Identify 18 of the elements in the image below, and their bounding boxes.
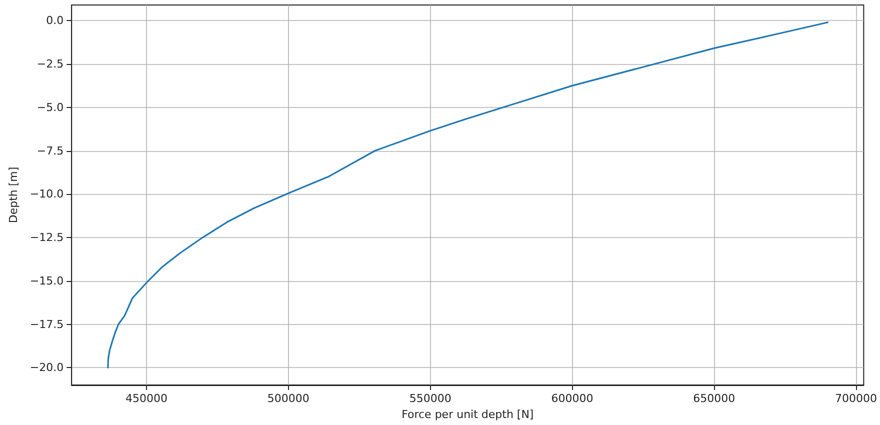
y-tick-label: −12.5 xyxy=(30,231,64,244)
y-tick-label: −15.0 xyxy=(30,274,64,288)
x-tick-label: 600000 xyxy=(551,392,594,405)
y-tick-label: −5.0 xyxy=(36,100,64,114)
x-tick-label: 500000 xyxy=(267,392,310,405)
y-axis-title: Depth [m] xyxy=(7,166,20,224)
y-tick-label: −2.5 xyxy=(36,57,64,70)
y-tick-label: −7.5 xyxy=(36,144,64,158)
y-tick-label: −20.0 xyxy=(30,361,64,374)
y-tick-label: 0.0 xyxy=(46,14,64,28)
y-tick-label: −17.5 xyxy=(30,318,64,331)
x-tick-label: 450000 xyxy=(126,392,168,405)
y-tick-label: −10.0 xyxy=(30,188,64,201)
x-tick-label: 650000 xyxy=(693,392,736,405)
line-series xyxy=(107,22,828,368)
x-axis-title: Force per unit depth [N] xyxy=(402,408,534,421)
x-tick-label: 700000 xyxy=(835,392,878,405)
x-tick-label: 550000 xyxy=(409,392,452,405)
